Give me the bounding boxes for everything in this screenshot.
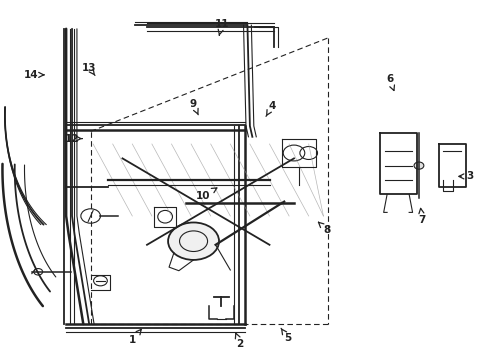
Text: 5: 5 (281, 328, 292, 343)
Circle shape (168, 222, 219, 260)
Text: 10: 10 (196, 188, 217, 201)
Text: 13: 13 (82, 63, 97, 76)
Text: 14: 14 (24, 70, 44, 80)
Text: 9: 9 (190, 99, 198, 115)
Text: 1: 1 (129, 329, 141, 345)
Text: 12: 12 (65, 134, 82, 144)
Text: 11: 11 (215, 19, 229, 35)
Circle shape (414, 162, 424, 169)
Text: 8: 8 (318, 222, 331, 235)
Text: 4: 4 (266, 101, 276, 116)
Text: 6: 6 (386, 74, 394, 90)
Text: 3: 3 (459, 171, 474, 181)
Text: 7: 7 (418, 208, 426, 225)
Text: 2: 2 (235, 333, 244, 349)
